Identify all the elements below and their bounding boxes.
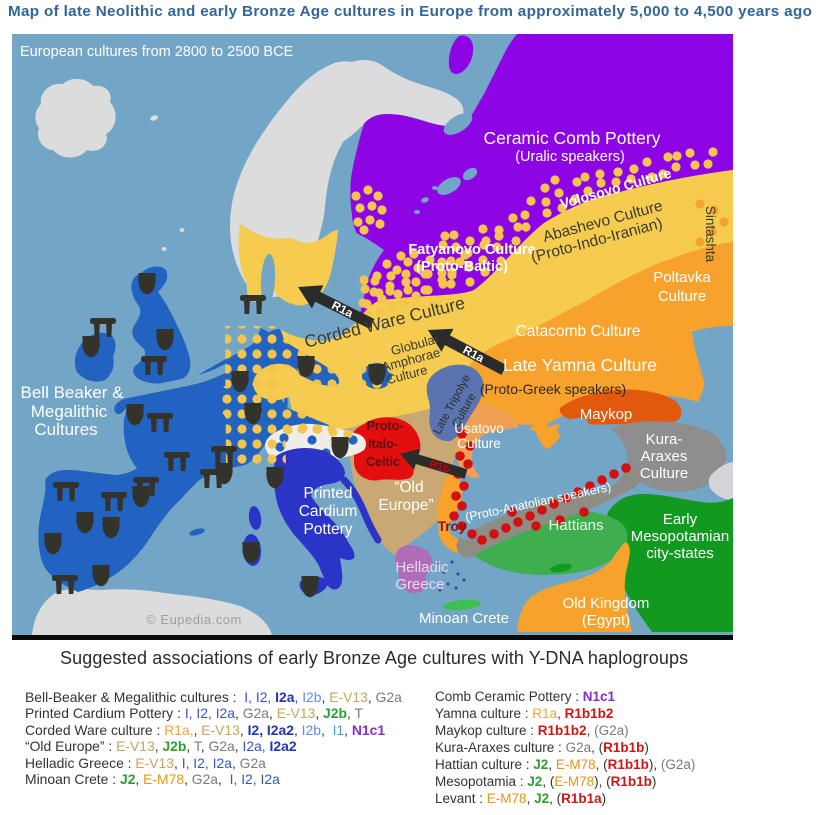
svg-text:Minoan Crete: Minoan Crete <box>419 610 509 627</box>
svg-text:Italo-: Italo- <box>368 437 398 451</box>
svg-text:(Uralic speakers): (Uralic speakers) <box>515 149 625 165</box>
svg-text:city-states: city-states <box>646 545 714 562</box>
svg-text:Troy: Troy <box>438 519 467 534</box>
svg-text:Sintashta: Sintashta <box>703 206 718 263</box>
svg-text:Cultures: Cultures <box>34 420 97 439</box>
svg-text:European cultures from 2800 to: European cultures from 2800 to 2500 BCE <box>20 44 294 60</box>
svg-text:(Proto-Greek speakers): (Proto-Greek speakers) <box>480 381 626 397</box>
svg-text:Pottery: Pottery <box>303 521 352 538</box>
svg-text:Celtic: Celtic <box>366 455 400 469</box>
svg-text:Culture: Culture <box>640 465 688 482</box>
svg-text:Poltavka: Poltavka <box>653 269 711 286</box>
svg-text:Old Kingdom: Old Kingdom <box>563 595 650 612</box>
svg-text:Catacomb Culture: Catacomb Culture <box>516 323 641 340</box>
svg-text:Printed: Printed <box>303 485 352 502</box>
svg-text:Cardium: Cardium <box>299 503 358 520</box>
svg-text:© Eupedia.com: © Eupedia.com <box>146 612 242 627</box>
svg-text:Kura-: Kura- <box>646 431 683 448</box>
svg-text:Culture: Culture <box>658 288 706 305</box>
svg-text:(Proto-Baltic): (Proto-Baltic) <box>416 259 508 275</box>
svg-text:Hattians: Hattians <box>548 517 603 534</box>
svg-text:Ceramic Comb Pottery: Ceramic Comb Pottery <box>484 128 661 148</box>
svg-text:R1b: R1b <box>428 458 452 476</box>
svg-text:Usatovo: Usatovo <box>454 421 504 436</box>
svg-text:Greece: Greece <box>395 576 444 593</box>
svg-text:Maykop: Maykop <box>580 406 633 423</box>
svg-text:Late Yamna Culture: Late Yamna Culture <box>503 355 657 375</box>
svg-text:Europe”: Europe” <box>378 497 433 514</box>
svg-text:“Old: “Old <box>394 479 423 496</box>
svg-text:(Egypt): (Egypt) <box>582 612 630 629</box>
svg-text:Mesopotamian: Mesopotamian <box>631 528 729 545</box>
svg-text:Fatyanovo Culture: Fatyanovo Culture <box>408 242 535 258</box>
svg-text:Proto-: Proto- <box>367 419 404 433</box>
svg-text:Megalithic: Megalithic <box>31 402 108 421</box>
svg-text:Helladic: Helladic <box>395 559 449 576</box>
svg-text:Bell Beaker &: Bell Beaker & <box>21 383 125 402</box>
svg-text:Araxes: Araxes <box>641 448 688 465</box>
svg-text:Early: Early <box>663 511 698 528</box>
svg-text:Culture: Culture <box>457 436 501 451</box>
